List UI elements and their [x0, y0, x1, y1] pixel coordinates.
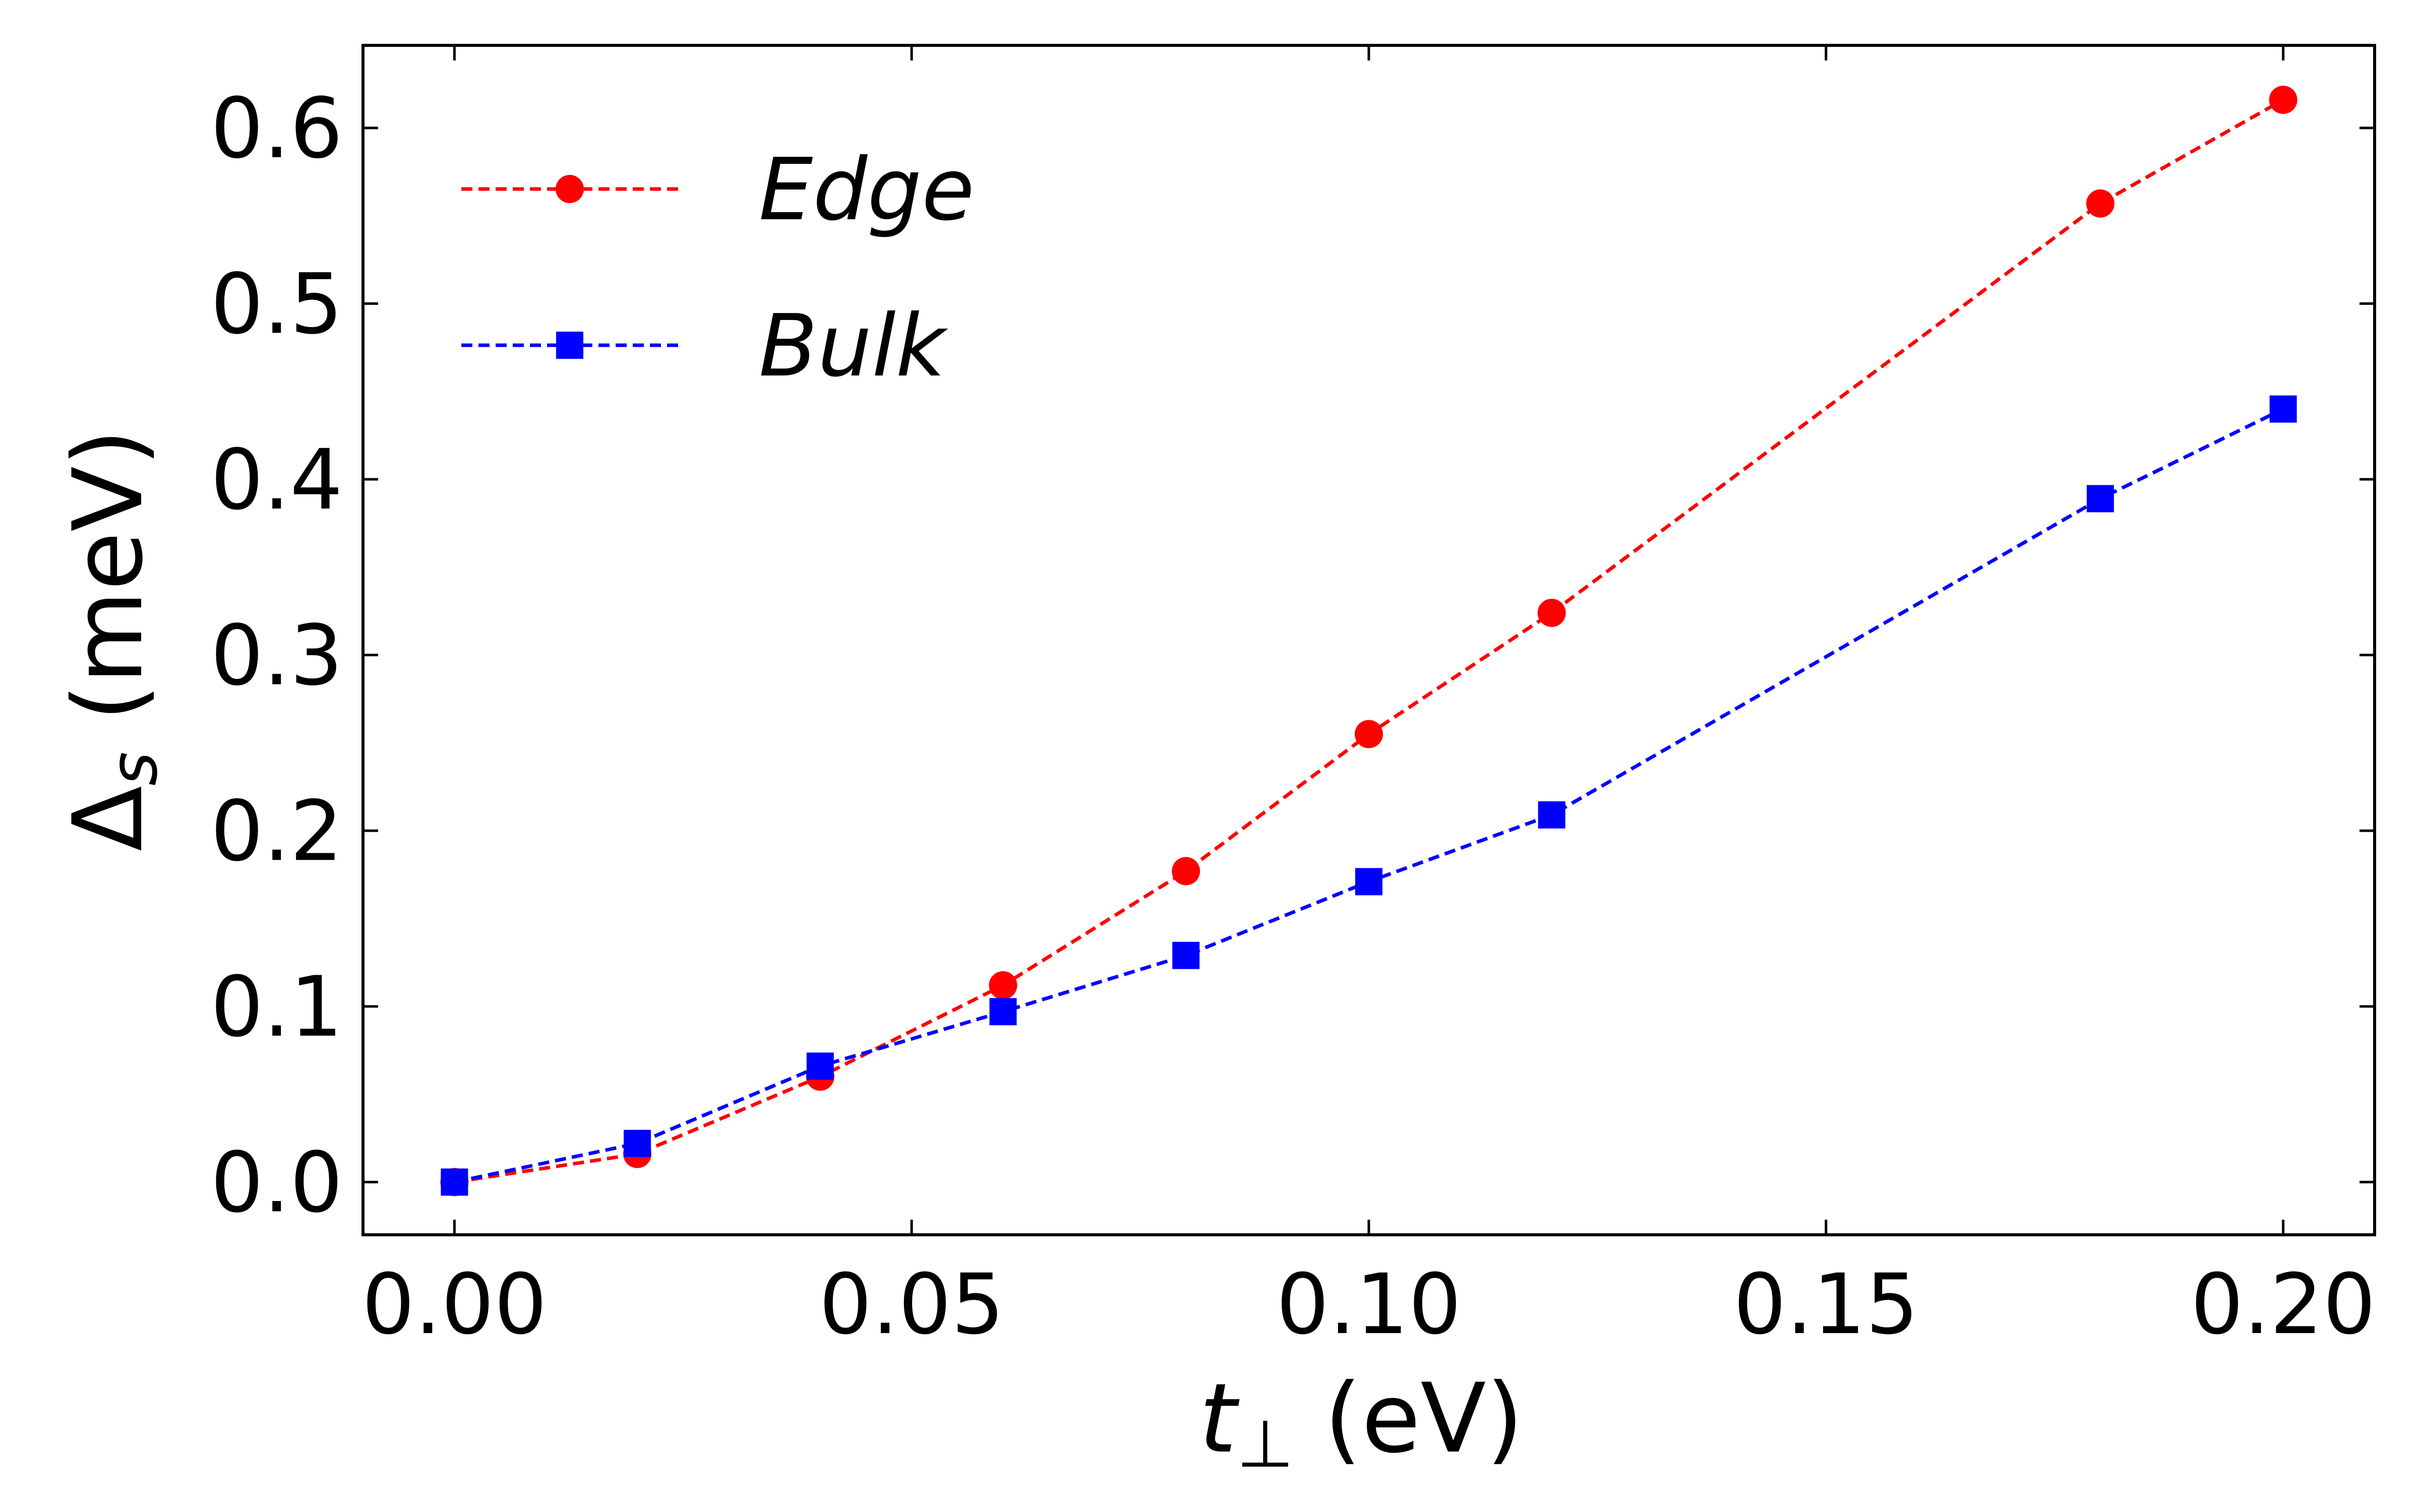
series-line-bulk: [454, 407, 2284, 1184]
data-point-bulk: [2086, 485, 2114, 513]
x-tick-label: 0.00: [362, 1256, 547, 1353]
data-point-bulk: [1172, 941, 1200, 969]
data-point-edge: [2086, 189, 2114, 218]
y-tick-label: 0.1: [211, 959, 343, 1055]
x-axis-subscript: ⊥: [1237, 1406, 1294, 1482]
y-tick-label: 0.2: [211, 783, 343, 879]
data-series: [440, 86, 2297, 1196]
data-point-bulk: [1538, 801, 1565, 829]
y-axis-subscript: s: [95, 751, 172, 786]
legend: Edge Bulk: [461, 140, 975, 396]
series-edge: [440, 86, 2297, 1196]
legend-entry-bulk: Bulk: [461, 296, 949, 396]
y-axis-title: Δs (meV): [52, 429, 172, 851]
legend-label-bulk: Bulk: [759, 296, 949, 396]
legend-entry-edge: Edge: [461, 140, 975, 240]
data-point-bulk: [989, 998, 1017, 1026]
data-point-edge: [1537, 598, 1566, 627]
y-axis-unit: (meV): [52, 429, 164, 752]
plot-frame: [361, 44, 2376, 1236]
axis-ticks: 0.00 0.05 0.10 0.15 0.20 0.0 0.1 0.2 0.3 0.4 0.5 0.…: [211, 45, 2376, 1353]
x-tick-label: 0.20: [2191, 1256, 2376, 1353]
x-axis-unit: (eV): [1294, 1363, 1524, 1474]
x-axis-symbol: t: [1199, 1363, 1240, 1474]
y-tick-label: 0.4: [211, 431, 343, 528]
y-tick-label: 0.0: [211, 1134, 343, 1231]
data-point-edge: [989, 971, 1017, 999]
series-bulk: [441, 395, 2297, 1196]
data-point-bulk: [1355, 868, 1382, 896]
y-tick-label: 0.6: [211, 80, 343, 177]
legend-label-edge: Edge: [759, 140, 975, 240]
x-tick-label: 0.05: [819, 1256, 1004, 1353]
data-point-edge: [1355, 720, 1383, 748]
legend-marker-bulk: [556, 332, 583, 359]
x-tick-label: 0.15: [1733, 1256, 1918, 1353]
data-point-bulk: [2269, 395, 2297, 423]
legend-marker-edge: [556, 175, 584, 203]
data-point-bulk: [806, 1052, 834, 1080]
y-tick-label: 0.5: [211, 256, 343, 352]
y-axis-symbol: Δ: [52, 786, 164, 851]
x-axis-title: t⊥ (eV): [1199, 1363, 1523, 1482]
y-tick-label: 0.3: [211, 607, 343, 704]
x-tick-label: 0.10: [1276, 1256, 1461, 1353]
series-line-edge: [454, 98, 2284, 1184]
data-point-edge: [1172, 857, 1200, 886]
data-point-bulk: [624, 1129, 651, 1157]
data-point-edge: [2269, 86, 2297, 114]
data-point-bulk: [441, 1168, 468, 1196]
